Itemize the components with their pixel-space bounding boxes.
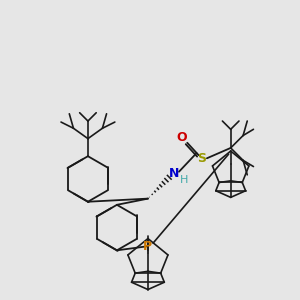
Text: P: P (143, 240, 152, 253)
Text: O: O (177, 131, 188, 144)
Text: N: N (169, 167, 179, 180)
Text: S: S (197, 152, 206, 165)
Text: H: H (180, 175, 188, 185)
